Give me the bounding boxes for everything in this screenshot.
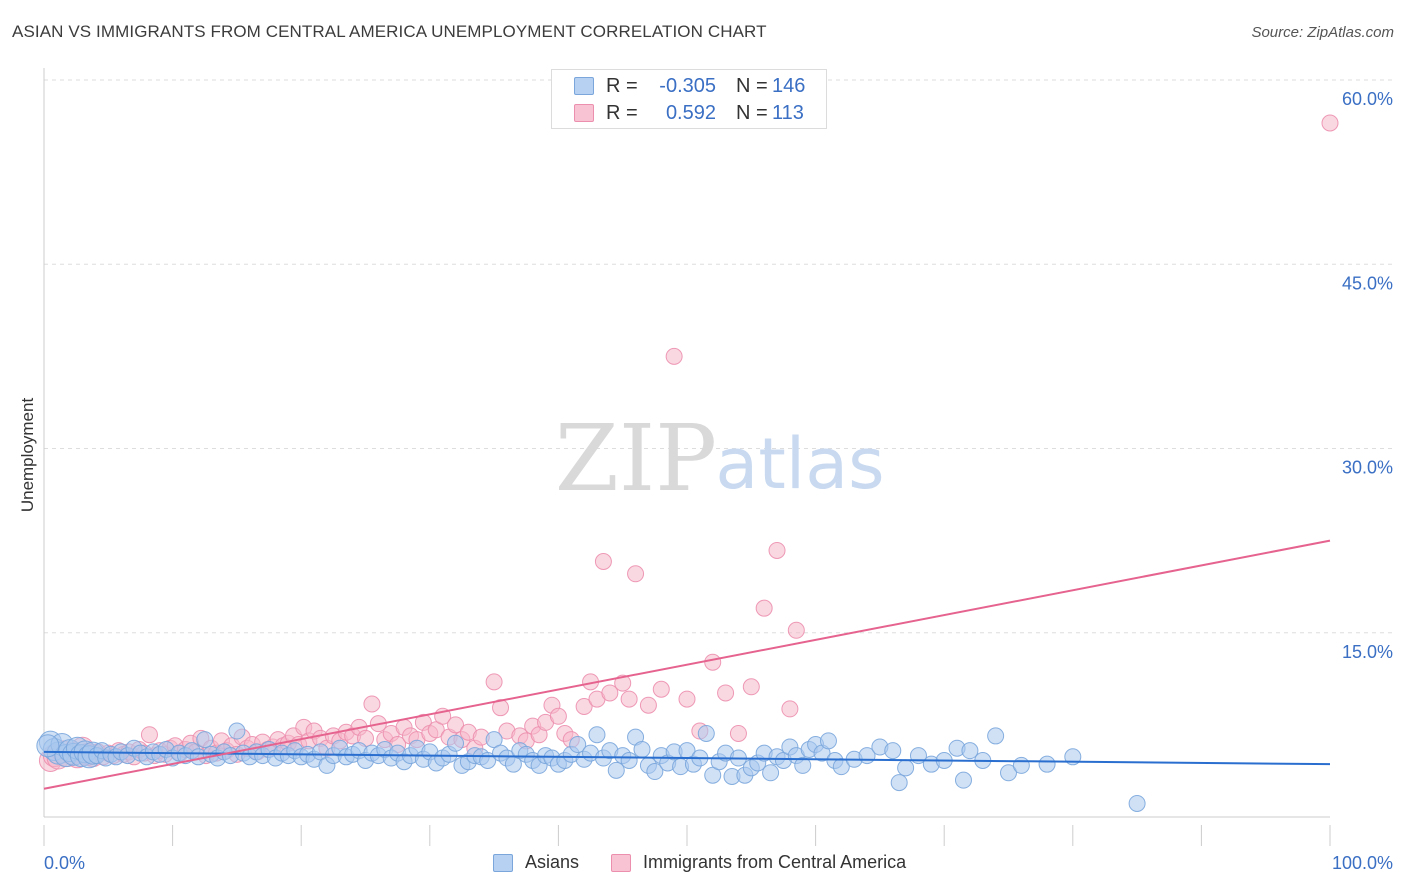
asian-point	[884, 742, 902, 760]
asian-point	[447, 734, 465, 752]
asian-trend-line	[43, 750, 1331, 766]
legend-r-label: R =	[606, 101, 638, 124]
immigrant-point	[447, 716, 465, 734]
immigrant-point	[627, 565, 645, 583]
legend-swatch-pink	[611, 853, 632, 872]
asian-point	[1038, 755, 1056, 773]
legend-row-asians: R = -0.305 N = 146	[574, 74, 812, 98]
legend-swatch-pink	[574, 104, 594, 122]
legend-n-value: 146	[772, 74, 806, 97]
immigrant-point	[140, 726, 158, 744]
x-tick-label: 0.0%	[44, 853, 85, 873]
asian-point	[196, 731, 214, 749]
gridlines	[44, 79, 1392, 634]
immigrant-point	[768, 541, 786, 559]
axes	[43, 68, 1331, 846]
legend-label-immigrants: Immigrants from Central America	[643, 852, 907, 872]
watermark-zip: ZIP	[555, 405, 717, 512]
legend-row-immigrants: R = 0.592 N = 113	[574, 101, 812, 125]
asian-point	[569, 736, 587, 754]
asian-point	[620, 751, 638, 769]
immigrant-point	[363, 695, 381, 713]
y-tick-label: 60.0%	[1342, 89, 1393, 109]
y-tick-label: 30.0%	[1342, 458, 1393, 478]
immigrant-point	[614, 674, 632, 692]
immigrant-point	[787, 621, 805, 639]
legend-n-label: N =	[736, 101, 768, 124]
legend-label-asians: Asians	[525, 852, 580, 872]
immigrant-point	[729, 724, 747, 742]
immigrant-point	[665, 347, 683, 365]
asian-point	[633, 740, 651, 758]
asian-point	[1128, 794, 1146, 812]
immigrant-point	[601, 684, 619, 702]
immigrant-point	[485, 673, 503, 691]
immigrant-point	[717, 684, 735, 702]
asian-point	[762, 764, 780, 782]
immigrant-point	[781, 700, 799, 718]
chart-title: ASIAN VS IMMIGRANTS FROM CENTRAL AMERICA…	[12, 22, 767, 41]
asian-point	[1012, 756, 1030, 774]
asian-point	[607, 761, 625, 779]
immigrant-trend-line	[43, 539, 1331, 790]
immigrant-point	[755, 599, 773, 617]
legend-item-immigrants: Immigrants from Central America	[611, 852, 906, 873]
immigrant-point	[620, 690, 638, 708]
source-label: Source: ZipAtlas.com	[1251, 24, 1394, 41]
y-tick-label: 15.0%	[1342, 642, 1393, 662]
asian-point	[961, 742, 979, 760]
immigrant-point	[742, 678, 760, 696]
watermark: ZIP atlas	[555, 405, 885, 512]
legend-r-value: 0.592	[665, 101, 716, 124]
legend-r-value: -0.305	[659, 74, 716, 97]
tick-labels: 15.0% 30.0% 45.0% 60.0% 0.0% 100.0%	[44, 89, 1393, 873]
legend-r-label: R =	[606, 74, 638, 97]
legend-n-label: N =	[736, 74, 768, 97]
asian-point	[987, 727, 1005, 745]
immigrant-point	[549, 707, 567, 725]
immigrant-point	[704, 653, 722, 671]
immigrant-point	[639, 696, 657, 714]
y-tick-label: 45.0%	[1342, 273, 1393, 293]
immigrant-point	[594, 553, 612, 571]
legend-swatch-blue	[493, 853, 513, 872]
asian-point	[1000, 764, 1017, 782]
immigrant-point	[678, 690, 696, 708]
trend-lines	[43, 539, 1331, 790]
asian-point	[36, 734, 60, 758]
asian-point	[794, 756, 812, 774]
immigrant-point	[652, 680, 670, 698]
legend-n-value: 113	[772, 101, 804, 124]
asian-point	[646, 763, 664, 781]
asian-point	[228, 722, 246, 740]
asian-point	[588, 726, 606, 744]
correlation-legend: R = -0.305 N = 146 R = 0.592 N = 113	[551, 69, 827, 129]
asian-point	[819, 732, 837, 750]
immigrant-point	[1321, 114, 1339, 132]
asian-point	[954, 771, 972, 789]
legend-swatch-blue	[574, 77, 594, 95]
asian-point	[697, 724, 715, 742]
series-legend: Asians Immigrants from Central America	[493, 852, 938, 873]
immigrant-point	[575, 697, 593, 715]
x-tick-label: 100.0%	[1332, 853, 1393, 873]
asian-point	[897, 759, 915, 777]
asian-point	[890, 774, 908, 792]
legend-item-asians: Asians	[493, 852, 579, 873]
watermark-atlas: atlas	[715, 423, 884, 505]
